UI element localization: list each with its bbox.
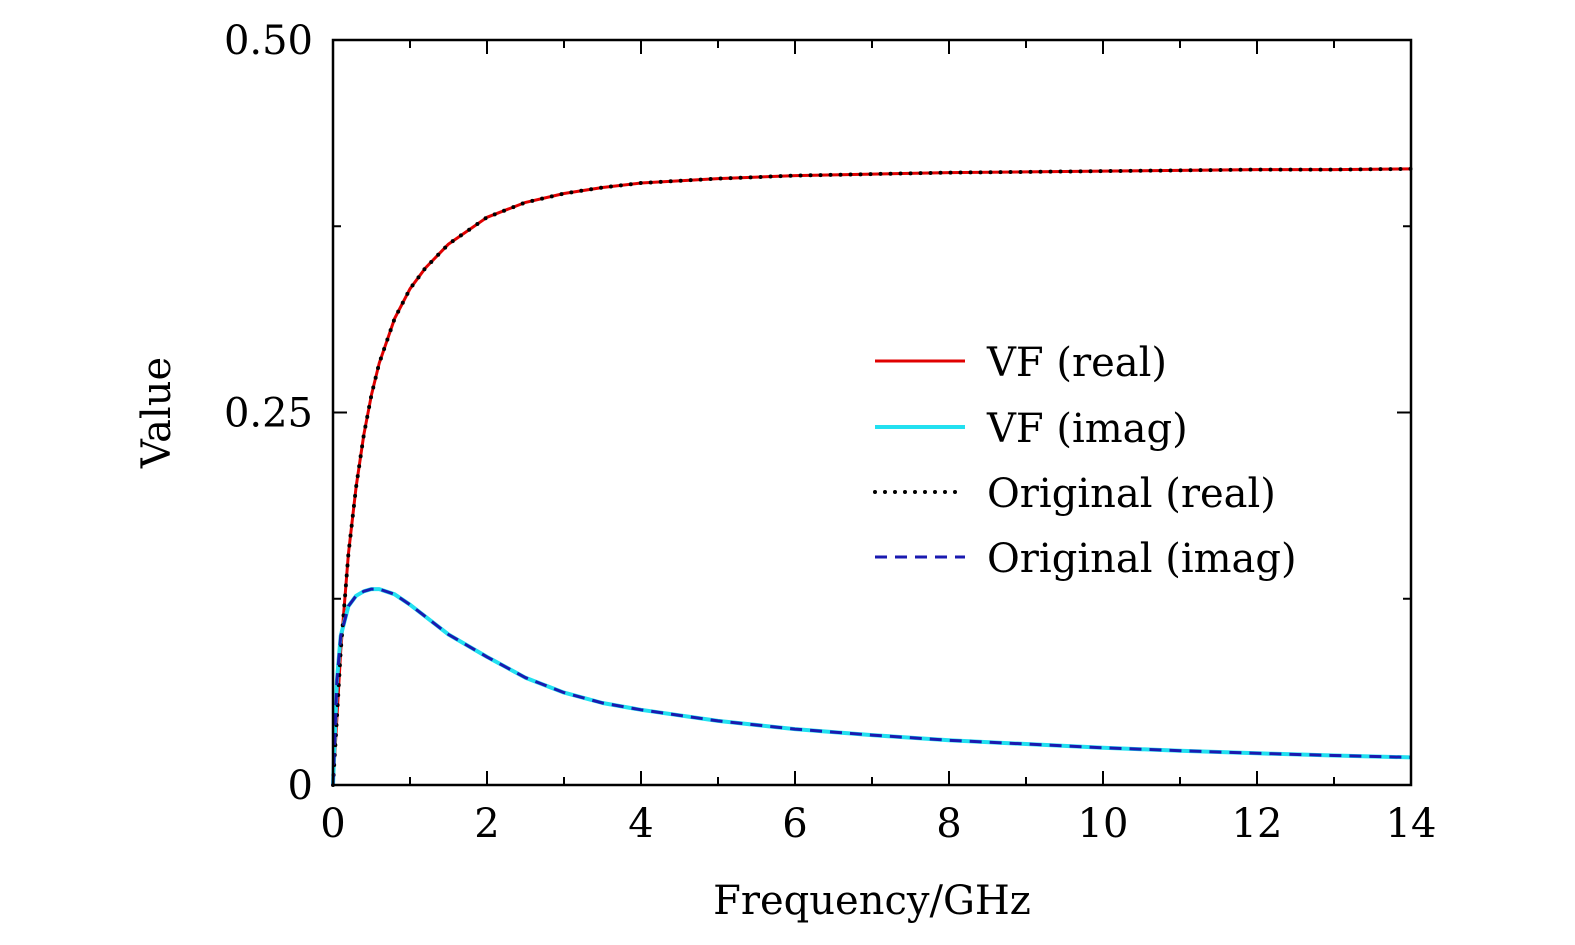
x-axis-label: Frequency/GHz [713, 878, 1031, 924]
series-layer [331, 166, 1413, 787]
series-line-original-imag [331, 587, 1412, 786]
x-tick-label: 10 [1078, 801, 1129, 847]
x-tick-label: 0 [320, 801, 345, 847]
legend-label-vf-imag: VF (imag) [986, 406, 1188, 452]
x-tick-label: 2 [474, 801, 499, 847]
y-tick-label: 0 [288, 763, 313, 809]
x-tick-label: 12 [1232, 801, 1283, 847]
x-tick-label: 14 [1386, 801, 1437, 847]
y-tick-label: 0.50 [224, 18, 313, 64]
series-line-vf-real [331, 167, 1412, 786]
ticks-layer [332, 39, 1412, 786]
x-tick-label: 8 [936, 801, 961, 847]
plot-frame [331, 38, 1413, 787]
y-tick-label: 0.25 [224, 391, 313, 437]
y-axis-label: Value [134, 357, 180, 469]
tick-labels-layer: 0 2 4 6 8 10 12 14 0 0.25 0.50 [224, 18, 1437, 847]
legend-label-original-imag: Original (imag) [987, 536, 1297, 582]
series-line-vf-imag [331, 587, 1412, 786]
x-tick-label: 6 [782, 801, 807, 847]
legend-label-original-real: Original (real) [987, 471, 1276, 517]
x-tick-label: 4 [628, 801, 653, 847]
legend-label-vf-real: VF (real) [986, 340, 1167, 386]
legend: VF (real) VF (imag) Original (real) Orig… [873, 340, 1297, 582]
